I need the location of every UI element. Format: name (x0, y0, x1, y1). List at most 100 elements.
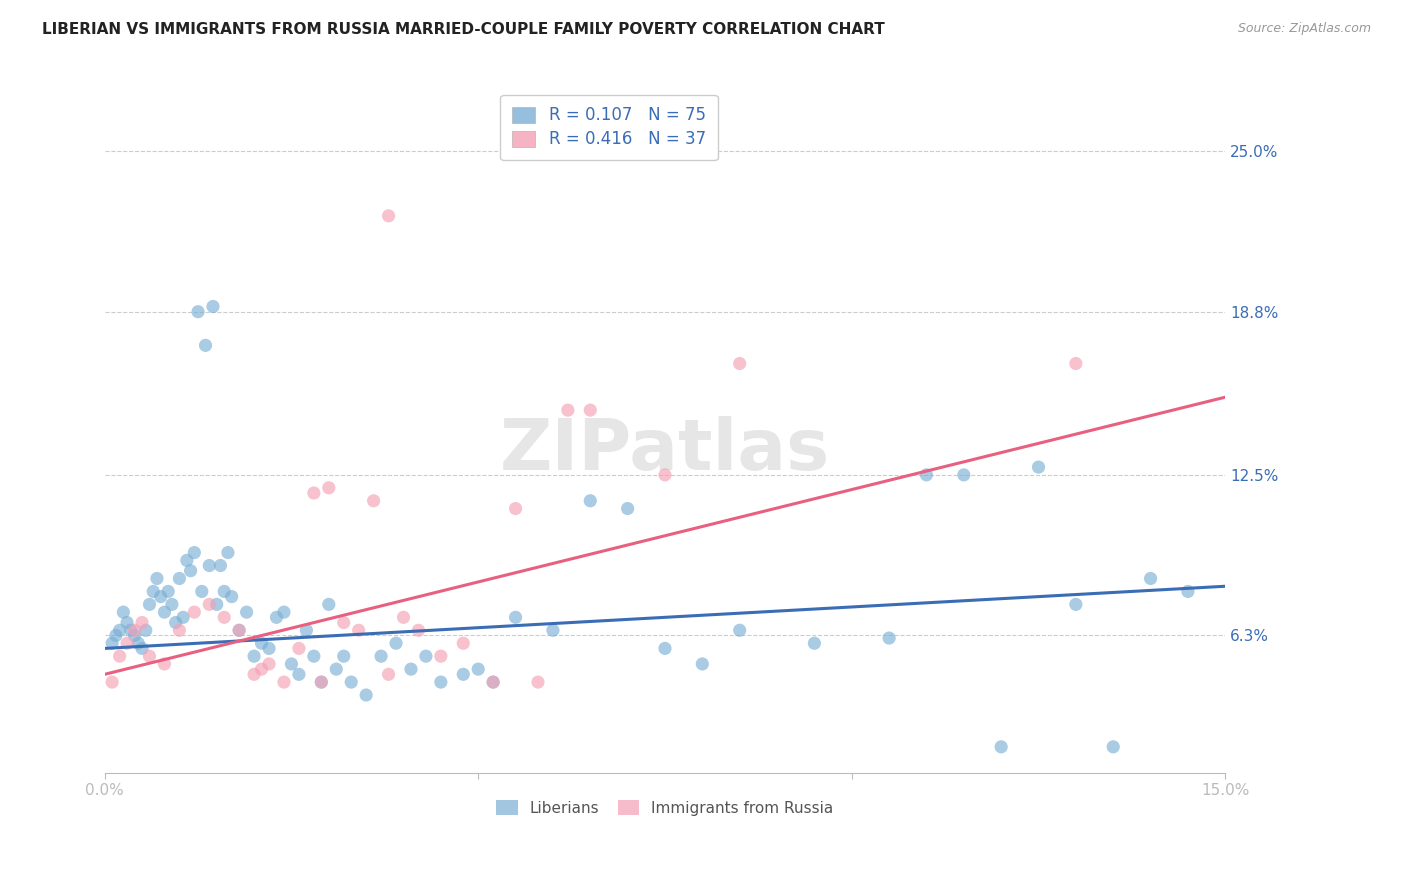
Point (302, 649, 325, 664)
Point (257, 657, 280, 671)
Point (408, 624, 430, 638)
Point (257, 641, 280, 656)
Point (142, 584, 165, 599)
Point (728, 624, 751, 638)
Legend: Liberians, Immigrants from Russia: Liberians, Immigrants from Russia (489, 793, 841, 823)
Point (138, 649, 160, 664)
Point (1028, 460, 1050, 475)
Point (183, 545, 205, 559)
Point (273, 675, 295, 690)
Point (108, 624, 131, 638)
Point (295, 624, 318, 638)
Point (194, 338, 217, 352)
Point (198, 558, 221, 573)
Point (157, 584, 180, 599)
Point (430, 649, 453, 664)
Point (135, 624, 157, 638)
Point (228, 624, 250, 638)
Point (127, 636, 149, 650)
Point (311, 675, 333, 690)
Point (266, 610, 288, 624)
Point (385, 636, 408, 650)
Point (302, 486, 325, 500)
Point (952, 467, 974, 482)
Point (692, 657, 714, 671)
Text: Source: ZipAtlas.com: Source: ZipAtlas.com (1237, 22, 1371, 36)
Point (243, 667, 266, 681)
Point (1102, 739, 1125, 754)
Point (311, 675, 333, 690)
Point (235, 605, 257, 619)
Point (915, 467, 938, 482)
Point (288, 667, 311, 681)
Point (198, 598, 221, 612)
Point (1064, 598, 1087, 612)
Point (377, 667, 399, 681)
Point (169, 624, 191, 638)
Point (318, 481, 340, 495)
Point (430, 675, 453, 690)
Point (250, 636, 273, 650)
Point (180, 564, 202, 578)
Point (557, 403, 579, 417)
Point (101, 675, 124, 690)
Point (288, 641, 311, 656)
Point (579, 403, 602, 417)
Point (217, 545, 239, 559)
Point (101, 636, 124, 650)
Point (354, 688, 377, 702)
Point (205, 598, 228, 612)
Point (149, 590, 172, 604)
Point (1064, 357, 1087, 371)
Point (451, 636, 474, 650)
Point (527, 675, 550, 690)
Point (332, 615, 354, 630)
Point (616, 501, 638, 516)
Point (124, 624, 146, 638)
Point (654, 641, 676, 656)
Point (340, 675, 363, 690)
Point (415, 649, 437, 664)
Point (347, 624, 370, 638)
Point (1139, 572, 1161, 586)
Point (363, 493, 385, 508)
Point (280, 657, 302, 671)
Point (212, 610, 235, 624)
Text: LIBERIAN VS IMMIGRANTS FROM RUSSIA MARRIED-COUPLE FAMILY POVERTY CORRELATION CHA: LIBERIAN VS IMMIGRANTS FROM RUSSIA MARRI… (42, 22, 884, 37)
Point (451, 667, 474, 681)
Point (654, 467, 676, 482)
Point (370, 649, 392, 664)
Point (482, 675, 505, 690)
Point (124, 628, 146, 642)
Point (318, 598, 340, 612)
Point (243, 649, 266, 664)
Point (131, 641, 153, 656)
Point (221, 590, 243, 604)
Point (187, 304, 209, 318)
Point (104, 628, 127, 642)
Point (183, 605, 205, 619)
Point (803, 636, 825, 650)
Point (112, 605, 135, 619)
Point (377, 209, 399, 223)
Point (482, 675, 505, 690)
Point (160, 598, 183, 612)
Point (728, 357, 751, 371)
Point (201, 300, 224, 314)
Point (392, 610, 415, 624)
Point (209, 558, 232, 573)
Point (332, 649, 354, 664)
Point (228, 624, 250, 638)
Point (191, 584, 214, 599)
Point (990, 739, 1012, 754)
Point (153, 605, 176, 619)
Point (169, 572, 191, 586)
Point (172, 610, 194, 624)
Point (505, 610, 527, 624)
Point (399, 662, 422, 676)
Point (153, 657, 176, 671)
Point (541, 624, 564, 638)
Point (250, 662, 273, 676)
Point (1177, 584, 1199, 599)
Point (120, 624, 142, 638)
